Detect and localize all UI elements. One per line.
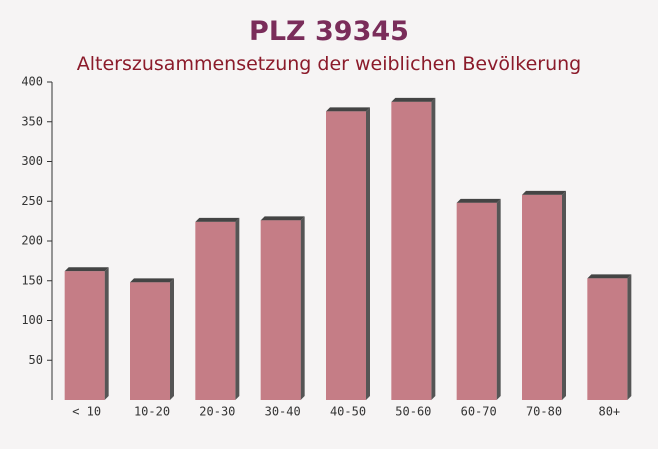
y-tick-label: 400 [21,75,43,89]
bar [260,216,305,400]
bar [326,107,370,400]
bar-face [587,278,628,400]
x-tick-label: 30-40 [265,405,301,419]
y-tick-label: 200 [21,234,43,248]
bar-face [195,221,236,400]
y-tick-label: 150 [21,273,43,287]
y-tick-label: 100 [21,313,43,327]
bar-face [431,97,436,400]
x-tick-label: 20-30 [199,405,235,419]
bar-face [522,194,562,400]
bar-face [64,271,105,400]
bar [587,274,632,400]
y-tick-label: 50 [29,353,43,367]
y-tick-label: 250 [21,194,43,208]
bar [195,217,240,400]
bar-face [456,198,501,203]
bar-face [130,282,170,400]
bar-face [170,278,174,400]
bar-face [326,111,366,400]
chart-subtitle: Alterszusammensetzung der weiblichen Bev… [77,53,581,75]
bar-face [300,216,305,400]
bar-face [456,202,497,400]
x-tick-label: 40-50 [330,405,366,419]
bar-face [260,220,301,400]
y-tick-label: 350 [21,114,43,128]
x-tick-label: 10-20 [134,405,170,419]
bar [456,198,501,400]
y-tick-label: 300 [21,154,43,168]
bar-face [562,190,566,400]
bar [130,278,174,400]
bar-face [391,101,432,400]
bar-face [235,217,240,400]
bar-face [130,278,174,283]
x-tick-label: < 10 [72,405,101,419]
bar [391,97,436,400]
bar-face [260,216,305,221]
bar-face [366,107,370,400]
bar-face [587,274,632,279]
x-tick-label: 50-60 [395,405,431,419]
bar-face [326,107,370,112]
x-tick-label: 70-80 [526,405,562,419]
bar-face [391,97,436,102]
bar [522,190,566,400]
x-tick-label: 80+ [598,405,620,419]
bar-face [104,267,109,400]
chart-title: PLZ 39345 [249,16,409,47]
x-tick-label: 60-70 [461,405,497,419]
bar-face [627,274,632,400]
bar-face [522,190,566,195]
bar-face [195,217,240,222]
bar [64,267,109,400]
bar-face [64,267,109,272]
bar-face [496,198,501,400]
